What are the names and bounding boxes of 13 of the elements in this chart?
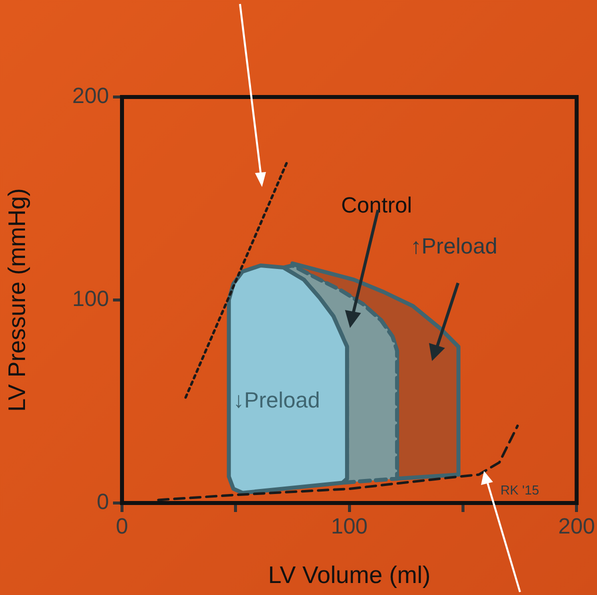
y-tick-label: 200 <box>72 83 109 108</box>
annotation: ↑Preload <box>410 233 498 258</box>
annotation: ↓Preload <box>233 388 320 413</box>
y-tick-label: 0 <box>96 489 109 514</box>
annotation: Control <box>341 192 412 218</box>
x-tick-label: 0 <box>116 513 128 538</box>
x-axis-title: LV Volume (ml) <box>268 562 430 590</box>
line-series <box>157 424 519 502</box>
annotation: RK '15 <box>500 482 540 498</box>
y-axis-title: LV Pressure (mmHg) <box>4 188 32 412</box>
x-tick-label: 200 <box>558 513 596 538</box>
y-tick-label: 100 <box>72 286 109 312</box>
x-tick-label: 100 <box>330 513 368 538</box>
